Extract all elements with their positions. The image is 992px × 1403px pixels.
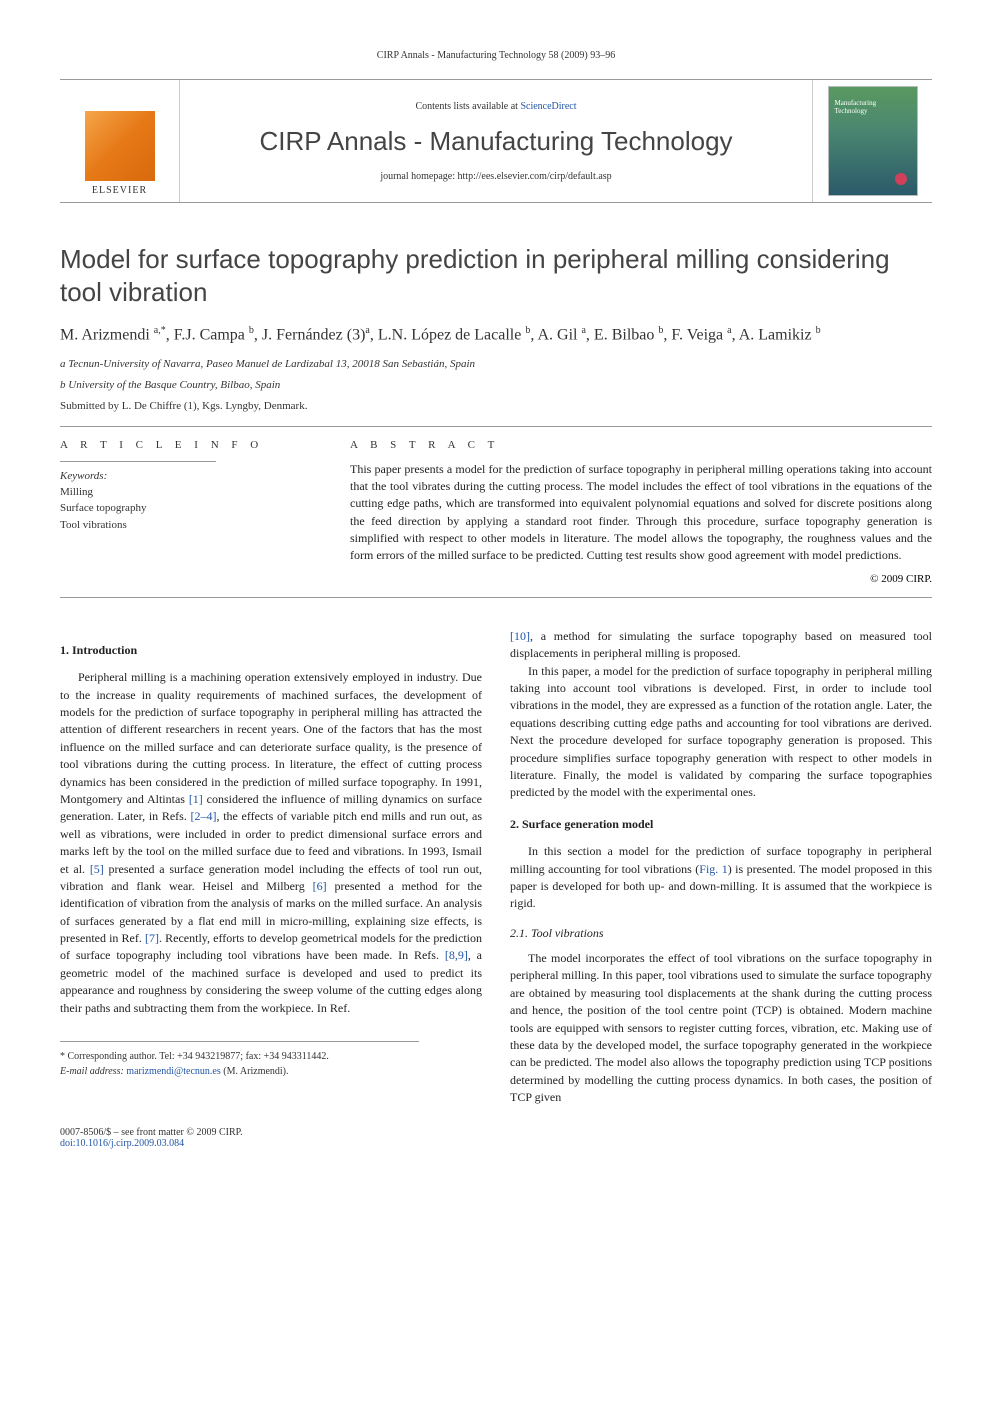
keyword-1: Milling [60,484,320,501]
abstract-block: A B S T R A C T This paper presents a mo… [350,439,932,585]
contents-available-line: Contents lists available at ScienceDirec… [180,101,812,112]
journal-cover-thumbnail: Manufacturing Technology [828,86,918,196]
journal-homepage: journal homepage: http://ees.elsevier.co… [180,171,812,182]
keywords-label: Keywords: [60,470,320,482]
keyword-3: Tool vibrations [60,517,320,534]
sciencedirect-link[interactable]: ScienceDirect [520,101,576,112]
affiliation-b: b University of the Basque Country, Bilb… [60,378,932,393]
section-1-p3: In this paper, a model for the predictio… [510,663,932,802]
elsevier-tree-icon [85,111,155,181]
section-1-heading: 1. Introduction [60,642,482,659]
section-1-p1: Peripheral milling is a machining operat… [60,669,482,1017]
article-info-label: A R T I C L E I N F O [60,439,320,451]
email-label: E-mail address: [60,1066,126,1077]
divider-top [60,426,932,427]
info-abstract-row: A R T I C L E I N F O Keywords: Milling … [60,439,932,585]
footer-left: 0007-8506/$ – see front matter © 2009 CI… [60,1127,243,1149]
affiliation-a: a Tecnun-University of Navarra, Paseo Ma… [60,357,932,372]
corr-line-2: E-mail address: marizmendi@tecnun.es (M.… [60,1065,419,1080]
email-suffix: (M. Arizmendi). [221,1066,289,1077]
masthead-center: Contents lists available at ScienceDirec… [180,80,812,202]
contents-prefix: Contents lists available at [415,101,520,112]
info-divider [60,461,216,462]
journal-masthead: ELSEVIER Contents lists available at Sci… [60,79,932,203]
submitted-by: Submitted by L. De Chiffre (1), Kgs. Lyn… [60,400,932,412]
section-2-heading: 2. Surface generation model [510,816,932,833]
corresponding-email-link[interactable]: marizmendi@tecnun.es [126,1066,220,1077]
article-body: 1. Introduction Peripheral milling is a … [60,628,932,1107]
homepage-url: http://ees.elsevier.com/cirp/default.asp [458,171,612,182]
corresponding-author-note: * Corresponding author. Tel: +34 9432198… [60,1041,419,1079]
section-2-1-p1: The model incorporates the effect of too… [510,950,932,1107]
abstract-label: A B S T R A C T [350,439,932,451]
page-footer: 0007-8506/$ – see front matter © 2009 CI… [60,1127,932,1149]
cover-thumb-badge [895,173,907,185]
journal-name: CIRP Annals - Manufacturing Technology [180,126,812,157]
section-1-p2: [10], a method for simulating the surfac… [510,628,932,663]
abstract-text: This paper presents a model for the pred… [350,461,932,565]
doi-line: doi:10.1016/j.cirp.2009.03.084 [60,1138,243,1149]
section-2-p1: In this section a model for the predicti… [510,843,932,913]
running-header: CIRP Annals - Manufacturing Technology 5… [60,50,932,61]
keyword-2: Surface topography [60,500,320,517]
article-title: Model for surface topography prediction … [60,243,932,308]
publisher-logo-block: ELSEVIER [60,80,180,202]
homepage-prefix: journal homepage: [380,171,457,182]
article-info-block: A R T I C L E I N F O Keywords: Milling … [60,439,320,585]
cover-thumbnail-block: Manufacturing Technology [812,80,932,202]
divider-bottom [60,597,932,598]
corr-line-1: * Corresponding author. Tel: +34 9432198… [60,1050,419,1065]
issn-line: 0007-8506/$ – see front matter © 2009 CI… [60,1127,243,1138]
publisher-name: ELSEVIER [92,185,147,196]
copyright-line: © 2009 CIRP. [350,573,932,585]
authors-line: M. Arizmendi a,*, F.J. Campa b, J. Ferná… [60,324,932,347]
cover-thumb-title: Manufacturing Technology [835,99,911,115]
section-2-1-heading: 2.1. Tool vibrations [510,925,932,942]
